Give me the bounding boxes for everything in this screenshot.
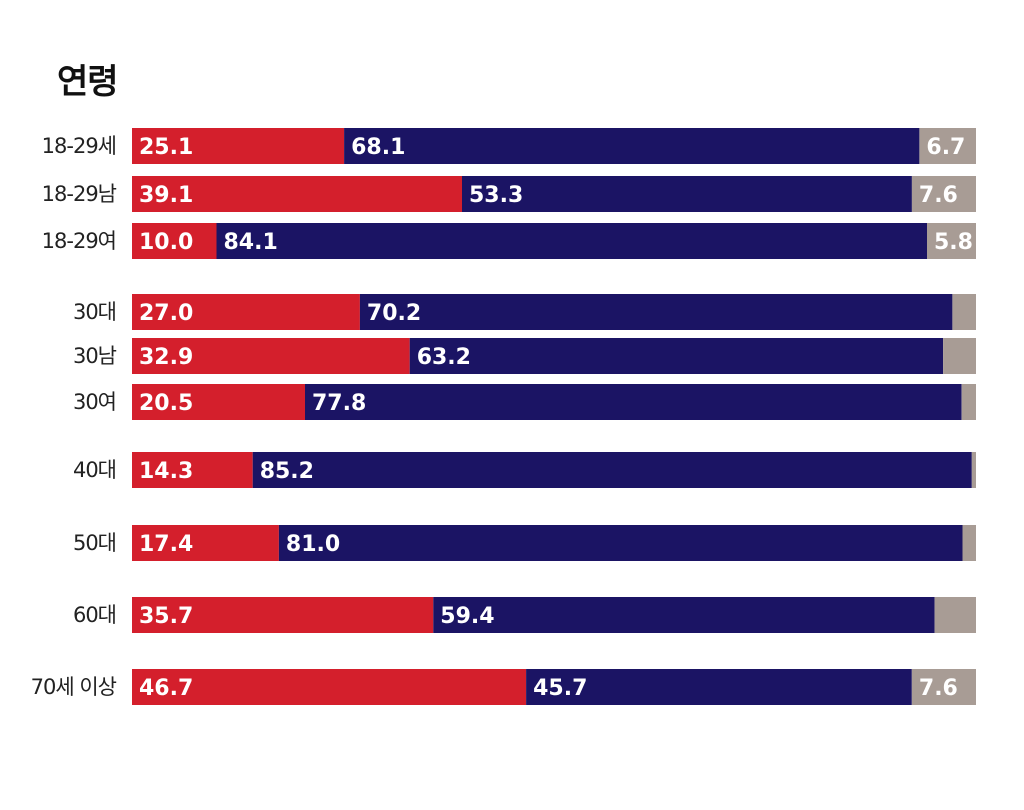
data-label: 63.2	[417, 345, 471, 370]
category-label: 30대	[73, 300, 116, 324]
bar-segment	[132, 128, 345, 164]
data-label: 84.1	[224, 230, 278, 255]
bar-segment	[911, 176, 976, 212]
bar-segment	[132, 338, 410, 374]
bar-segment	[132, 294, 360, 330]
bar-segment	[962, 525, 976, 561]
bar-segment	[919, 128, 976, 164]
category-label: 30남	[73, 344, 117, 368]
bar-segment	[132, 669, 527, 705]
bar-segment	[952, 294, 976, 330]
category-label: 40대	[73, 458, 116, 482]
data-label: 27.0	[139, 301, 193, 326]
bar-segment	[132, 223, 217, 259]
data-label: 32.9	[139, 345, 193, 370]
data-label: 46.7	[139, 676, 193, 701]
data-label: 6.7	[926, 135, 965, 160]
bar-segment	[305, 384, 962, 420]
bar-segment	[132, 525, 279, 561]
bar-segment	[359, 294, 953, 330]
data-label: 10.0	[139, 230, 193, 255]
data-label: 25.1	[139, 135, 193, 160]
bar-segment	[132, 384, 305, 420]
category-label: 30여	[73, 390, 116, 414]
bar-segment	[462, 176, 912, 212]
bar-segment	[132, 452, 253, 488]
data-label: 7.6	[919, 676, 958, 701]
data-label: 14.3	[139, 459, 193, 484]
category-label: 18-29남	[42, 182, 117, 206]
bar-segment	[278, 525, 963, 561]
bar-segment	[526, 669, 912, 705]
data-label: 68.1	[351, 135, 405, 160]
bar-segment	[934, 597, 976, 633]
bar-segment	[433, 597, 935, 633]
data-label: 85.2	[260, 459, 314, 484]
data-label: 45.7	[533, 676, 587, 701]
bar-segment	[344, 128, 920, 164]
data-label: 5.8	[934, 230, 973, 255]
bar-segment	[911, 669, 976, 705]
data-label: 81.0	[286, 532, 340, 557]
bar-segment	[132, 597, 434, 633]
data-label: 7.6	[919, 183, 958, 208]
data-label: 39.1	[139, 183, 193, 208]
bar-segment	[409, 338, 944, 374]
category-label: 18-29세	[42, 134, 116, 158]
chart-title: 연령	[57, 62, 119, 102]
bar-segment	[961, 384, 976, 420]
bar-segment	[132, 176, 462, 212]
data-label: 77.8	[312, 391, 366, 416]
category-label: 50대	[73, 531, 116, 555]
data-label: 70.2	[367, 301, 421, 326]
bar-segment	[943, 338, 976, 374]
category-label: 60대	[73, 603, 116, 627]
bar-segment	[252, 452, 972, 488]
data-label: 20.5	[139, 391, 193, 416]
data-label: 53.3	[469, 183, 523, 208]
data-label: 17.4	[139, 532, 193, 557]
data-label: 35.7	[139, 604, 193, 629]
category-label: 70세 이상	[31, 675, 117, 699]
category-label: 18-29여	[42, 229, 116, 253]
data-label: 59.4	[440, 604, 494, 629]
bar-segment	[216, 223, 927, 259]
bar-segment	[927, 223, 976, 259]
bar-segment	[971, 452, 976, 488]
